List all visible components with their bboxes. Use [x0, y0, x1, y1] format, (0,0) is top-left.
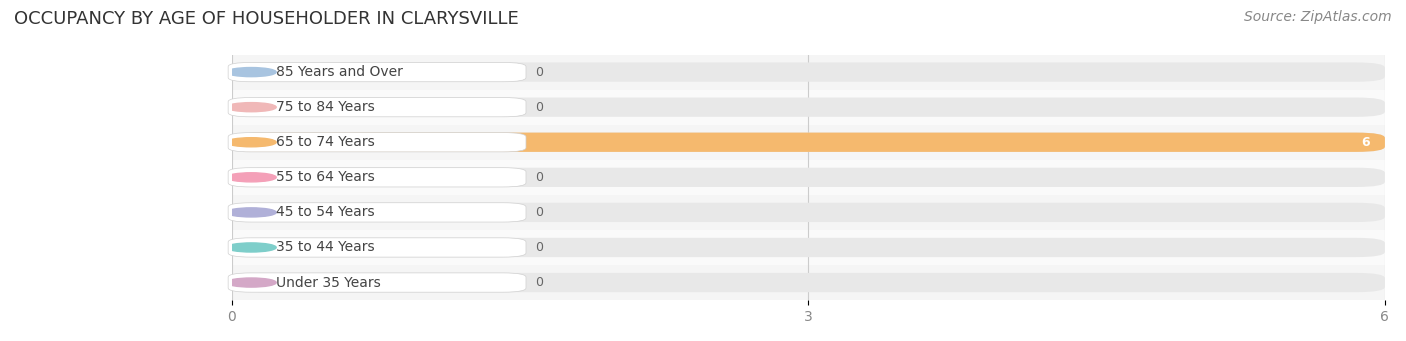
FancyBboxPatch shape [232, 238, 1385, 257]
Text: Under 35 Years: Under 35 Years [276, 276, 381, 290]
Text: 0: 0 [536, 276, 544, 289]
Text: 85 Years and Over: 85 Years and Over [276, 65, 404, 79]
Circle shape [226, 278, 276, 287]
Bar [232, 160, 1385, 195]
FancyBboxPatch shape [232, 62, 1385, 82]
FancyBboxPatch shape [232, 203, 1385, 222]
FancyBboxPatch shape [232, 133, 1385, 152]
Bar [232, 55, 1385, 90]
FancyBboxPatch shape [228, 168, 526, 187]
Text: OCCUPANCY BY AGE OF HOUSEHOLDER IN CLARYSVILLE: OCCUPANCY BY AGE OF HOUSEHOLDER IN CLARY… [14, 10, 519, 28]
FancyBboxPatch shape [228, 273, 526, 292]
Bar [232, 265, 1385, 300]
FancyBboxPatch shape [228, 98, 526, 117]
Text: 0: 0 [536, 241, 544, 254]
Circle shape [226, 138, 276, 147]
Text: 0: 0 [536, 171, 544, 184]
FancyBboxPatch shape [228, 203, 526, 222]
Text: 75 to 84 Years: 75 to 84 Years [276, 100, 375, 114]
Text: 0: 0 [536, 65, 544, 78]
FancyBboxPatch shape [228, 133, 526, 152]
Bar [232, 195, 1385, 230]
Circle shape [226, 103, 276, 112]
FancyBboxPatch shape [232, 273, 1385, 292]
Text: 0: 0 [536, 206, 544, 219]
Text: 35 to 44 Years: 35 to 44 Years [276, 240, 375, 254]
Text: 65 to 74 Years: 65 to 74 Years [276, 135, 375, 149]
Text: 0: 0 [536, 101, 544, 114]
Circle shape [226, 243, 276, 252]
Circle shape [226, 173, 276, 182]
Bar [232, 230, 1385, 265]
Circle shape [226, 208, 276, 217]
FancyBboxPatch shape [232, 168, 1385, 187]
Text: 6: 6 [1361, 136, 1369, 149]
Bar [232, 125, 1385, 160]
FancyBboxPatch shape [232, 98, 1385, 117]
Bar [232, 90, 1385, 125]
FancyBboxPatch shape [228, 62, 526, 82]
Text: 45 to 54 Years: 45 to 54 Years [276, 205, 375, 219]
FancyBboxPatch shape [228, 238, 526, 257]
FancyBboxPatch shape [232, 133, 1385, 152]
Text: Source: ZipAtlas.com: Source: ZipAtlas.com [1244, 10, 1392, 24]
Text: 55 to 64 Years: 55 to 64 Years [276, 170, 375, 184]
Circle shape [226, 68, 276, 77]
